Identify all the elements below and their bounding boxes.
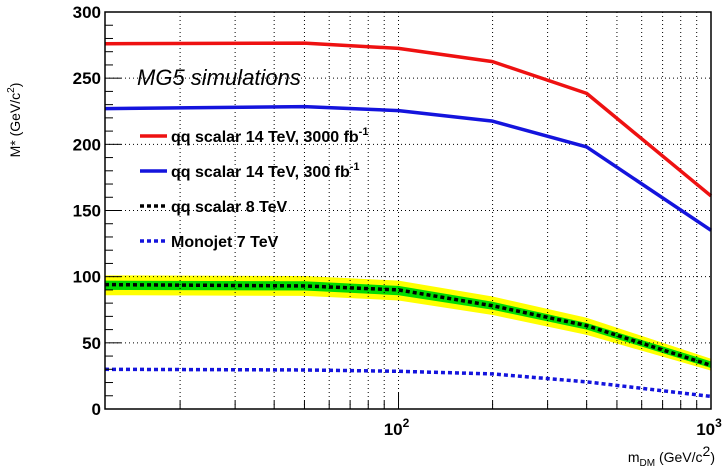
- legend-label-text: qq scalar 14 TeV, 3000 fb: [171, 129, 359, 146]
- x-axis-label-sub: DM: [640, 458, 656, 469]
- uncertainty-bands: [105, 275, 711, 371]
- y-tick-label: 100: [73, 268, 101, 287]
- series-line-s3000: [104, 41, 713, 198]
- y-tick-label: 0: [92, 400, 101, 419]
- axis-ticks: [105, 11, 712, 410]
- series-line-s8: [104, 282, 712, 367]
- y-tick-label: 200: [73, 135, 101, 154]
- x-axis-label-unit: (GeV/c: [655, 449, 702, 465]
- legend-label-s3000: qq scalar 14 TeV, 3000 fb-1: [171, 126, 368, 146]
- y-axis-label: M* (GeV/c2): [6, 83, 23, 158]
- series-lines: [104, 41, 713, 399]
- legend-label-text: qq scalar 8 TeV: [171, 199, 288, 216]
- x-tick-label-base: 10: [384, 420, 403, 439]
- legend-label-text: qq scalar 14 TeV, 300 fb: [171, 164, 350, 181]
- x-axis-label-main: m: [628, 449, 640, 465]
- x-tick-label-exp: 2: [403, 416, 410, 430]
- legend-label-s300: qq scalar 14 TeV, 300 fb-1: [171, 161, 360, 181]
- y-tick-label: 150: [73, 202, 101, 221]
- x-axis-label-unit-close: ): [710, 449, 715, 465]
- x-tick-label: 103: [696, 416, 722, 439]
- y-tick-label: 50: [82, 334, 101, 353]
- x-tick-label-base: 10: [696, 420, 715, 439]
- series-line-mono: [104, 367, 712, 399]
- legend-label-s8: qq scalar 8 TeV: [171, 199, 288, 216]
- legend-label-sup: -1: [350, 161, 360, 173]
- legend: MG5 simulations qq scalar 14 TeV, 3000 f…: [137, 65, 368, 251]
- legend-title: MG5 simulations: [137, 65, 301, 90]
- x-tick-label-exp: 3: [715, 416, 722, 430]
- legend-label-text: Monojet 7 TeV: [171, 234, 279, 251]
- y-axis-label-main: M: [7, 146, 23, 158]
- y-axis-label-unit-close: ): [7, 83, 23, 88]
- series-line-s300: [104, 104, 712, 232]
- legend-label-sup: -1: [359, 126, 369, 138]
- y-tick-label: 300: [73, 3, 101, 22]
- y-axis-label-unit-sup: 2: [6, 87, 17, 93]
- y-tick-labels: 0 50 100 150 200 250 300: [73, 3, 101, 419]
- x-axis-label: mDM (GeV/c2): [628, 443, 715, 469]
- s8-band-inner: [105, 280, 711, 368]
- x-tick-label: 102: [384, 416, 410, 439]
- x-tick-labels: 102 103: [384, 416, 722, 439]
- x-axis-label-unit-sup: 2: [703, 443, 711, 459]
- y-tick-label: 250: [73, 69, 101, 88]
- y-axis-label-star: *: [7, 140, 23, 146]
- legend-label-mono: Monojet 7 TeV: [171, 234, 279, 251]
- y-axis-label-unit: (GeV/c: [7, 93, 23, 140]
- grid: [105, 12, 711, 409]
